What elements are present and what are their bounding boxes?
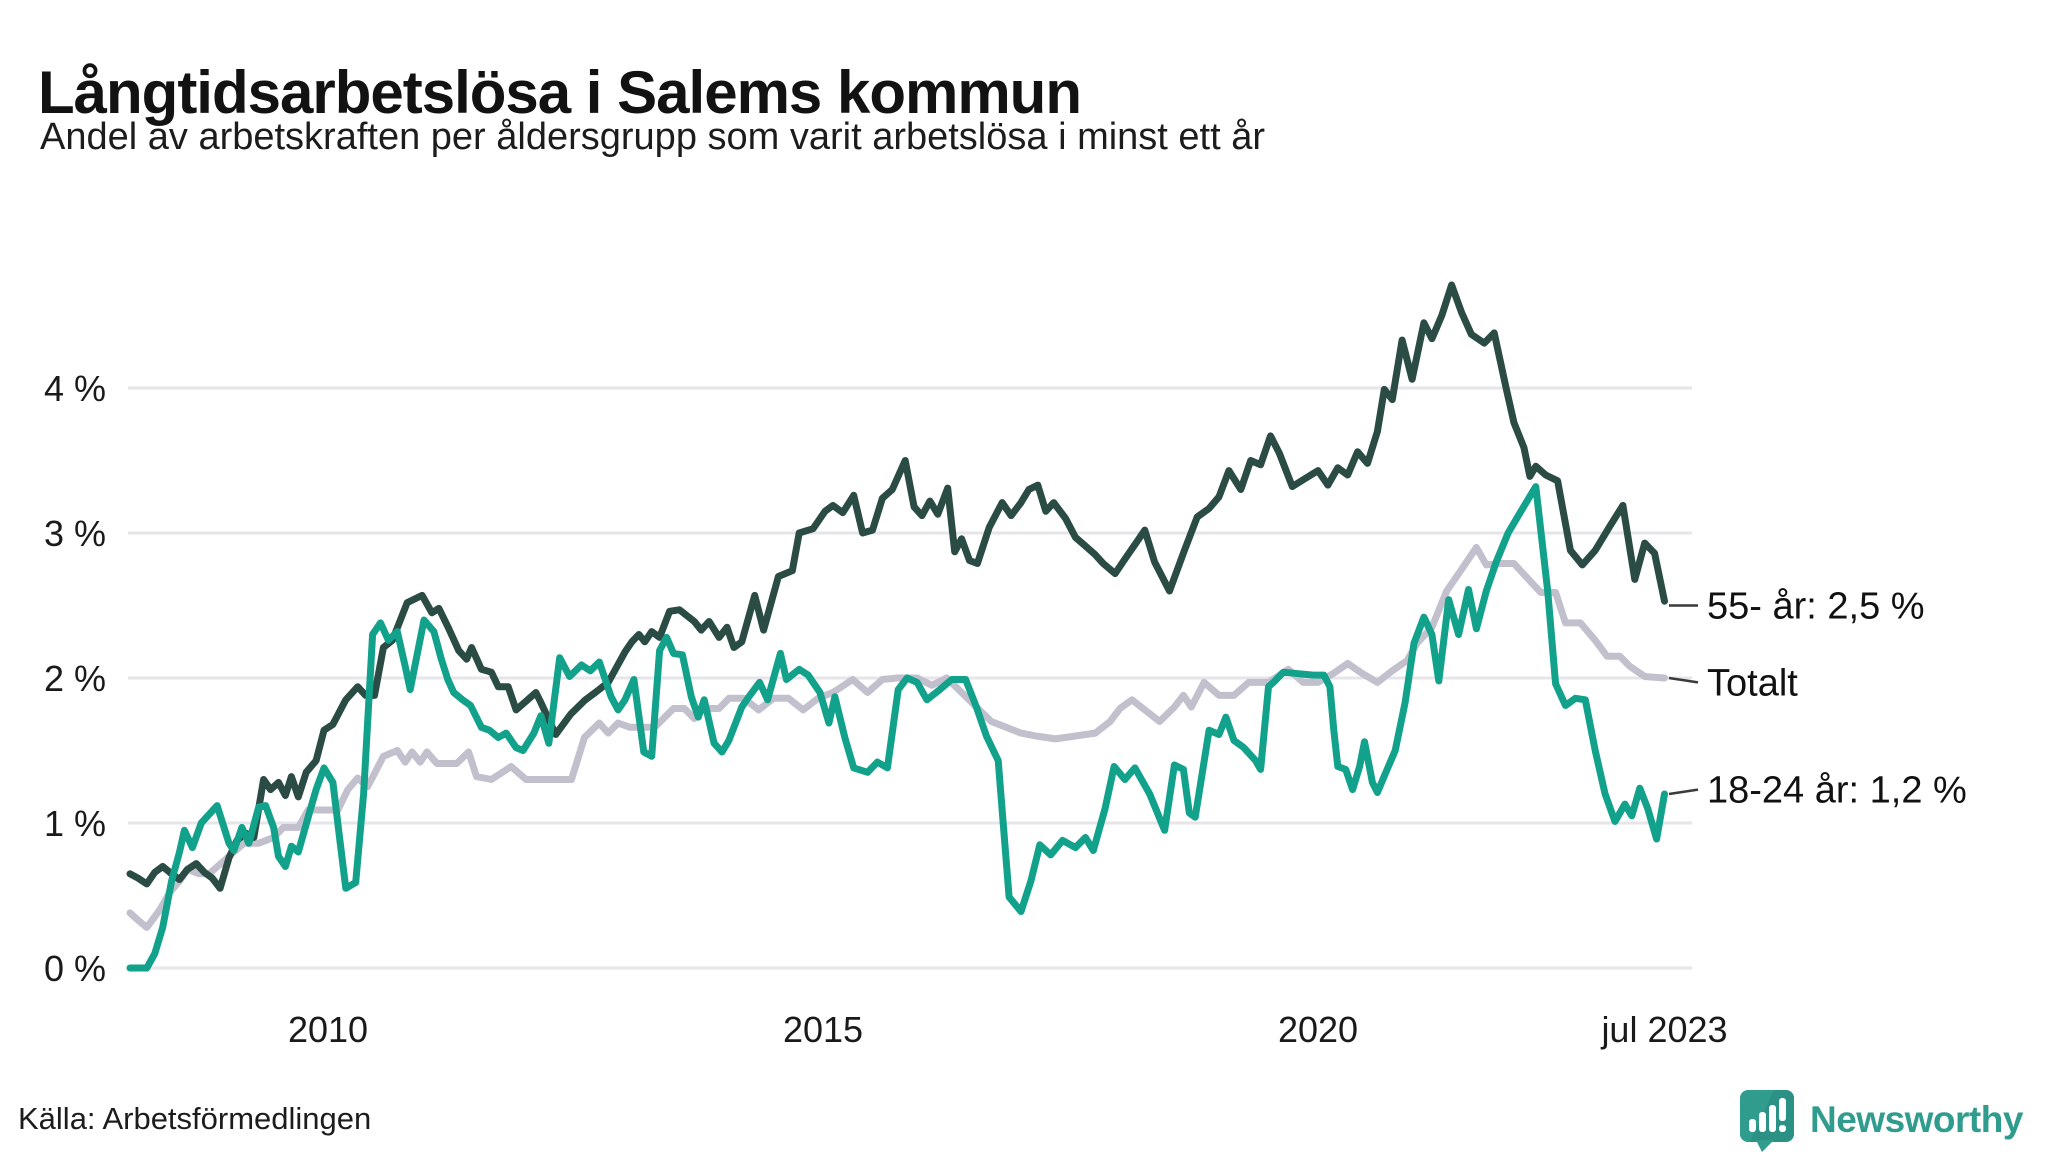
end-label: 55- år: 2,5 % bbox=[1707, 586, 1925, 628]
x-tick-label: 2020 bbox=[1278, 1009, 1358, 1050]
x-axis-labels: 2010 2015 2020 jul 2023 bbox=[288, 1009, 1728, 1050]
y-tick-label: 2 % bbox=[44, 658, 106, 699]
y-tick-label: 3 % bbox=[44, 513, 106, 554]
x-tick-label: 2010 bbox=[288, 1009, 368, 1050]
series-line-18-24-r bbox=[126, 483, 1668, 972]
y-tick-label: 4 % bbox=[44, 368, 106, 409]
chart-subtitle: Andel av arbetskraften per åldersgrupp s… bbox=[40, 116, 1266, 158]
source-note: Källa: Arbetsförmedlingen bbox=[18, 1101, 372, 1136]
x-tick-label: 2015 bbox=[783, 1009, 863, 1050]
series-line-55-r bbox=[126, 281, 1668, 892]
end-label: 18-24 år: 1,2 % bbox=[1707, 770, 1967, 812]
y-axis-labels: 0 % 1 % 2 % 3 % 4 % bbox=[44, 368, 106, 989]
y-tick-label: 1 % bbox=[44, 803, 106, 844]
y-tick-label: 0 % bbox=[44, 948, 106, 989]
end-label-connector bbox=[1668, 676, 1699, 684]
newsworthy-icon bbox=[1740, 1090, 1794, 1152]
newsworthy-logo[interactable]: Newsworthy bbox=[1738, 1088, 2023, 1152]
page-title: Långtidsarbetslösa i Salems kommun bbox=[38, 59, 1082, 127]
newsworthy-wordmark: Newsworthy bbox=[1810, 1099, 2023, 1140]
x-tick-label: jul 2023 bbox=[1600, 1009, 1727, 1050]
series-lines bbox=[126, 281, 1668, 972]
end-label: Totalt bbox=[1707, 662, 1798, 704]
end-label-connector bbox=[1668, 788, 1699, 796]
series-end-labels: Totalt 55- år: 2,5 % 18-24 år: 1,2 % bbox=[1668, 586, 1967, 812]
